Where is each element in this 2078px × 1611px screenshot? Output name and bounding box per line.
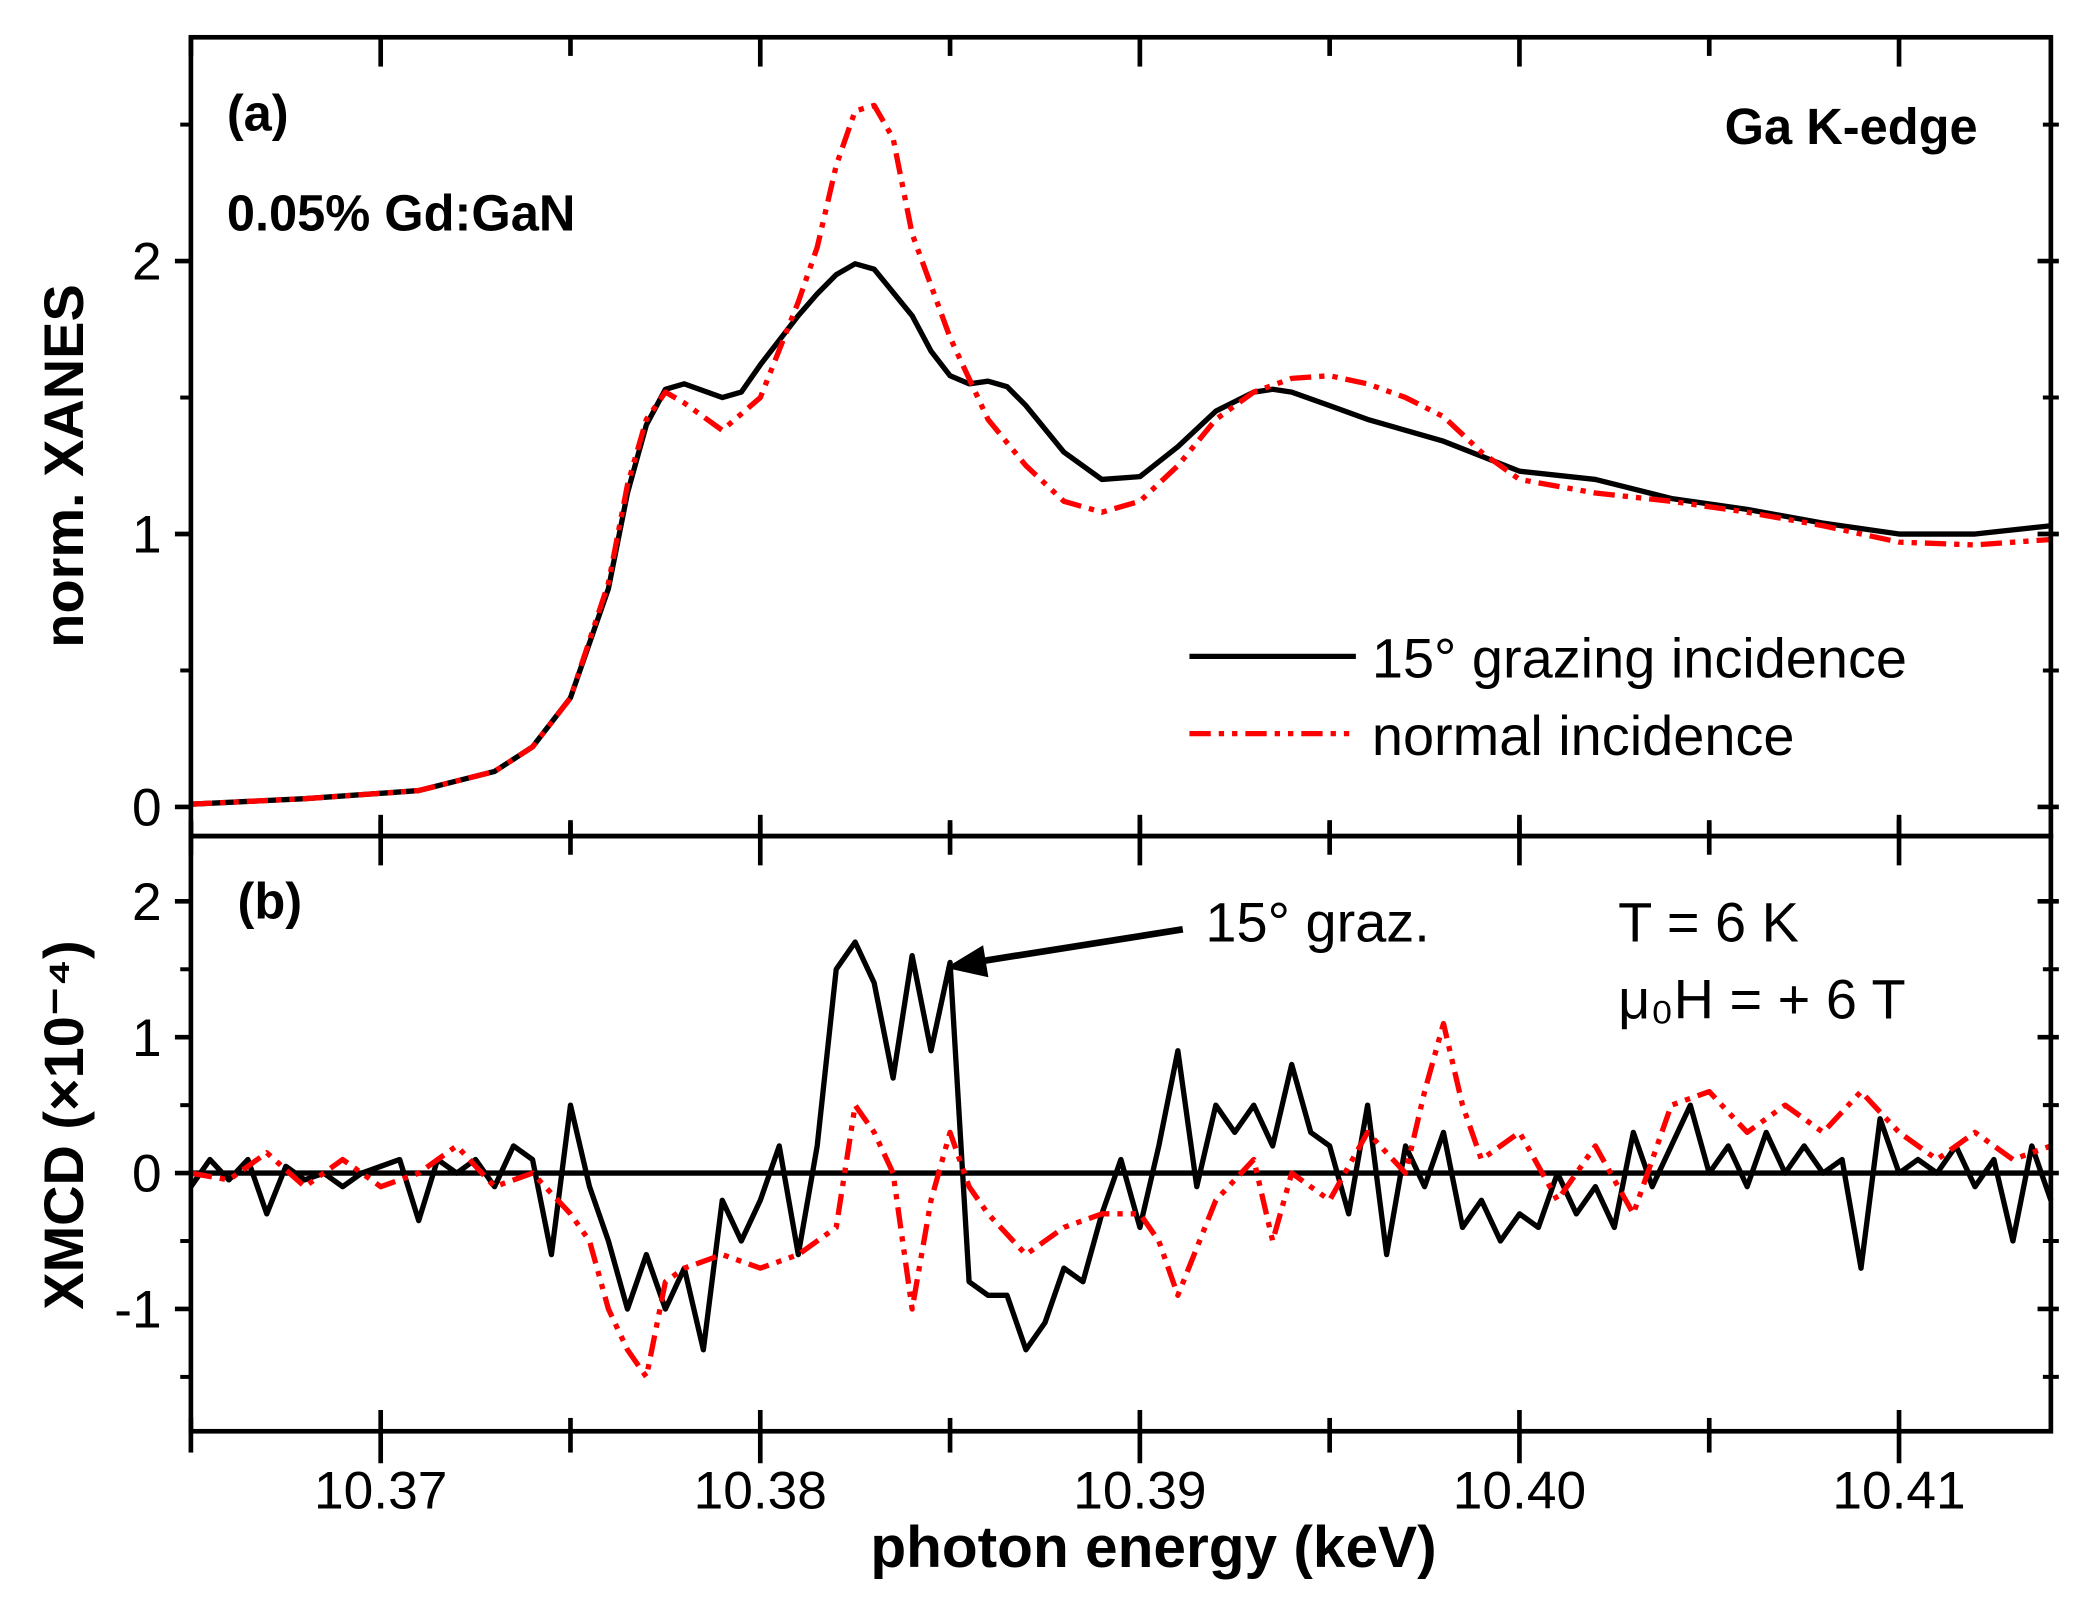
y-tick-label: 2: [132, 873, 162, 932]
x-tick-label: 10.40: [1453, 1461, 1586, 1520]
y-axis-label-b: XMCD (×10⁻⁴): [32, 940, 95, 1309]
panel-b-frame: [188, 833, 2054, 1434]
y-tick-label: -1: [114, 1281, 161, 1340]
y-tick-label: 1: [132, 506, 162, 565]
field-label: μ₀H = + 6 T: [1618, 968, 1905, 1031]
x-tick-label: 10.38: [694, 1461, 827, 1520]
legend: 15° grazing incidence normal incidence: [1189, 627, 1907, 767]
annotation-arrow: [945, 926, 1184, 978]
y-tick-label: 1: [132, 1009, 162, 1068]
edge-label: Ga K-edge: [1725, 98, 1978, 155]
temperature-label: T = 6 K: [1618, 890, 1799, 953]
x-tick-label: 10.39: [1073, 1461, 1206, 1520]
x-tick-label: 10.41: [1832, 1461, 1965, 1520]
legend-label-grazing: 15° grazing incidence: [1372, 627, 1907, 690]
y-tick-label: 2: [132, 233, 162, 292]
panel-a-label: (a): [227, 84, 289, 141]
x-tick-label: 10.37: [314, 1461, 447, 1520]
series-line-normal-panel-a: [190, 102, 2052, 807]
y-tick-label: 0: [132, 779, 162, 838]
y-axis-label-a: norm. XANES: [32, 284, 95, 647]
panel-b-label: (b): [237, 873, 302, 930]
sample-label: 0.05% Gd:GaN: [227, 184, 576, 241]
annotation-graz: 15° graz.: [1205, 890, 1429, 953]
y-tick-label: 0: [132, 1145, 162, 1204]
series-line-normal-panel-b: [190, 1020, 2052, 1380]
series-line-grazing-panel-b: [188, 939, 2054, 1353]
legend-label-normal: normal incidence: [1372, 704, 1795, 767]
x-axis-label: photon energy (keV): [870, 1515, 1436, 1580]
